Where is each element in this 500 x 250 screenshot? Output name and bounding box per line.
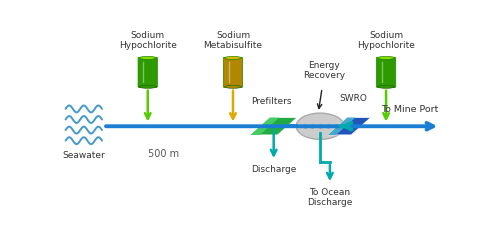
Text: Sodium
Metabisulfite: Sodium Metabisulfite <box>204 31 262 50</box>
Text: SWRO: SWRO <box>339 94 367 103</box>
Ellipse shape <box>224 85 242 88</box>
FancyBboxPatch shape <box>376 57 396 87</box>
Text: Seawater: Seawater <box>62 151 105 160</box>
Text: To Ocean
Discharge: To Ocean Discharge <box>307 188 352 207</box>
Polygon shape <box>250 118 280 135</box>
FancyBboxPatch shape <box>138 57 158 87</box>
FancyBboxPatch shape <box>224 57 242 87</box>
Polygon shape <box>328 118 370 135</box>
Text: Discharge: Discharge <box>251 165 296 174</box>
Text: Sodium
Hypochlorite: Sodium Hypochlorite <box>357 31 415 50</box>
Ellipse shape <box>296 113 344 140</box>
Text: Prefilters: Prefilters <box>252 97 292 106</box>
Ellipse shape <box>139 85 156 88</box>
Ellipse shape <box>378 85 394 88</box>
Text: To Mine Port: To Mine Port <box>381 105 438 114</box>
Text: Sodium
Hypochlorite: Sodium Hypochlorite <box>119 31 176 50</box>
Polygon shape <box>250 118 297 135</box>
Ellipse shape <box>224 56 242 59</box>
Ellipse shape <box>139 56 156 59</box>
Text: Energy
Recovery: Energy Recovery <box>303 61 345 80</box>
Text: 500 m: 500 m <box>148 149 179 159</box>
Polygon shape <box>328 118 355 135</box>
Ellipse shape <box>378 56 394 59</box>
